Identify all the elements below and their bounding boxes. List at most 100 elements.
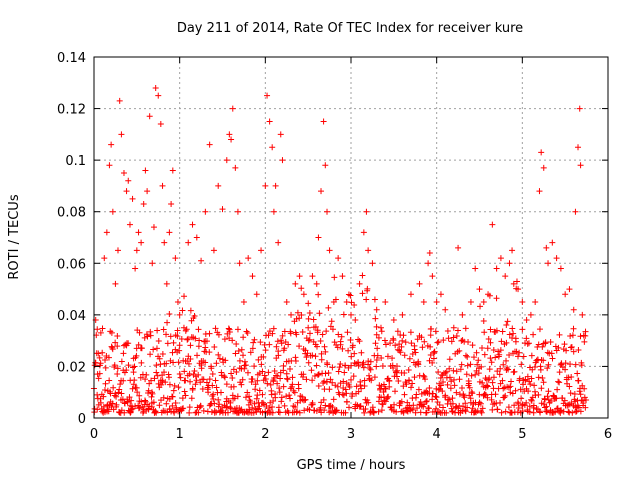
data-point (184, 336, 191, 343)
data-point (415, 358, 422, 365)
data-point (502, 408, 509, 415)
data-point (300, 371, 307, 378)
data-point (499, 328, 506, 335)
y-tick-label: 0.06 (57, 257, 86, 272)
data-point (296, 315, 303, 322)
data-point (215, 331, 222, 338)
data-point (390, 364, 397, 371)
data-point (408, 384, 415, 391)
data-point (351, 301, 358, 308)
data-point (112, 339, 119, 346)
data-point (254, 392, 261, 399)
data-point (351, 350, 358, 357)
data-point (481, 391, 488, 398)
data-point (238, 346, 245, 353)
data-point (272, 394, 279, 401)
data-point (426, 384, 433, 391)
data-point (316, 310, 323, 317)
data-point (357, 403, 364, 410)
data-point (120, 170, 127, 177)
data-point (341, 369, 348, 376)
data-point (429, 273, 436, 280)
data-point (253, 395, 260, 402)
data-point (311, 373, 318, 380)
data-point (340, 311, 347, 318)
data-point (97, 399, 104, 406)
data-point (503, 357, 510, 364)
data-point (330, 396, 337, 403)
data-point (264, 92, 271, 99)
data-point (501, 394, 508, 401)
data-point (123, 188, 130, 195)
data-point (540, 401, 547, 408)
data-point (524, 373, 531, 380)
data-point (186, 404, 193, 411)
data-point (498, 409, 505, 416)
data-point (439, 388, 446, 395)
data-point (474, 361, 481, 368)
data-point (509, 390, 516, 397)
data-point (197, 402, 204, 409)
data-point (195, 343, 202, 350)
data-point (411, 374, 418, 381)
data-point (528, 375, 535, 382)
data-point (363, 208, 370, 215)
data-point (191, 312, 198, 319)
data-point (461, 394, 468, 401)
data-point (249, 376, 256, 383)
data-point (142, 376, 149, 383)
data-point (472, 371, 479, 378)
data-point (371, 374, 378, 381)
data-point (429, 396, 436, 403)
data-point (431, 348, 438, 355)
data-point (540, 164, 547, 171)
data-point (386, 383, 393, 390)
data-point (468, 388, 475, 395)
data-point (443, 409, 450, 416)
data-point (249, 273, 256, 280)
data-point (137, 374, 144, 381)
data-point (479, 405, 486, 412)
data-point (378, 354, 385, 361)
data-point (114, 332, 121, 339)
data-point (114, 371, 121, 378)
data-point (273, 343, 280, 350)
data-point (405, 367, 412, 374)
data-point (296, 409, 303, 416)
data-point (548, 397, 555, 404)
data-point (355, 362, 362, 369)
y-tick-label: 0.02 (57, 360, 86, 375)
data-point (276, 389, 283, 396)
data-point (423, 409, 430, 416)
data-point (517, 386, 524, 393)
data-point (238, 406, 245, 413)
data-point (473, 349, 480, 356)
data-point (511, 368, 518, 375)
data-point (420, 298, 427, 305)
x-tick-label: 2 (261, 427, 269, 442)
data-point (112, 390, 119, 397)
data-point (386, 377, 393, 384)
data-point (105, 354, 112, 361)
data-point (511, 402, 518, 409)
data-point (368, 377, 375, 384)
data-point (493, 265, 500, 272)
data-point (116, 386, 123, 393)
data-point (138, 239, 145, 246)
data-point (278, 394, 285, 401)
data-point (210, 247, 217, 254)
data-point (453, 333, 460, 340)
data-point (211, 400, 218, 407)
data-point (313, 343, 320, 350)
data-point (123, 367, 130, 374)
data-point (150, 399, 157, 406)
data-point (185, 239, 192, 246)
data-point (400, 383, 407, 390)
data-point (500, 361, 507, 368)
data-point (110, 384, 117, 391)
data-point (141, 334, 148, 341)
data-point (562, 291, 569, 298)
data-point (353, 383, 360, 390)
data-point (159, 182, 166, 189)
data-point (215, 182, 222, 189)
